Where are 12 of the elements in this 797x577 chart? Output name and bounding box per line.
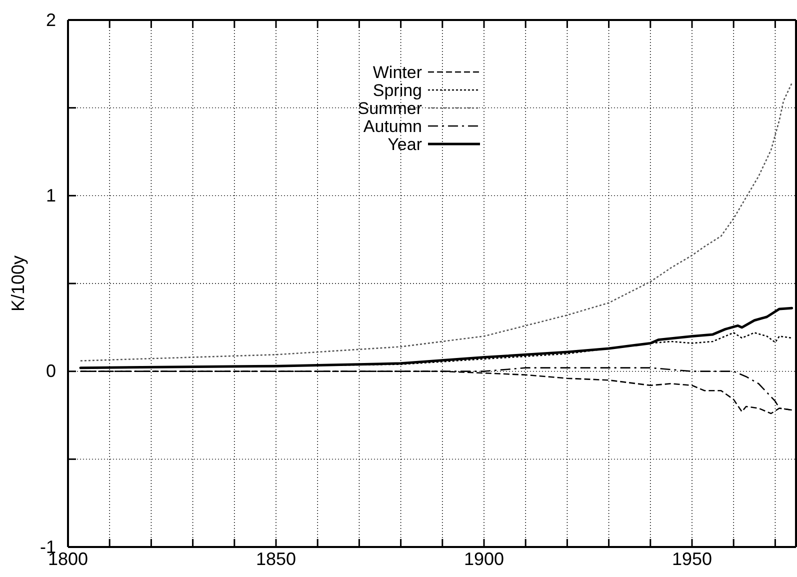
legend-label: Winter bbox=[372, 63, 422, 82]
legend-label: Summer bbox=[358, 99, 422, 118]
x-tick-label: 1950 bbox=[672, 548, 712, 569]
y-tick-label: 1 bbox=[46, 185, 56, 206]
x-tick-label: 1850 bbox=[256, 548, 296, 569]
y-axis-title: K/100y bbox=[8, 255, 28, 312]
y-tick-label: 0 bbox=[46, 361, 56, 382]
legend-label: Spring bbox=[372, 81, 422, 100]
legend-label: Autumn bbox=[363, 117, 422, 136]
y-tick-label: 2 bbox=[46, 10, 56, 30]
legend-label: Year bbox=[388, 135, 422, 154]
x-tick-label: 1900 bbox=[464, 548, 504, 569]
